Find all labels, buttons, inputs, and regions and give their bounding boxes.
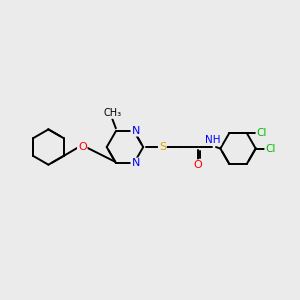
Text: NH: NH [205,135,221,145]
Text: Cl: Cl [256,128,267,138]
Text: O: O [193,160,202,170]
Text: O: O [78,142,87,152]
Text: N: N [131,158,140,169]
Text: CH₃: CH₃ [103,108,122,118]
Text: Cl: Cl [265,143,276,154]
Text: N: N [131,126,140,136]
Text: S: S [159,142,166,152]
